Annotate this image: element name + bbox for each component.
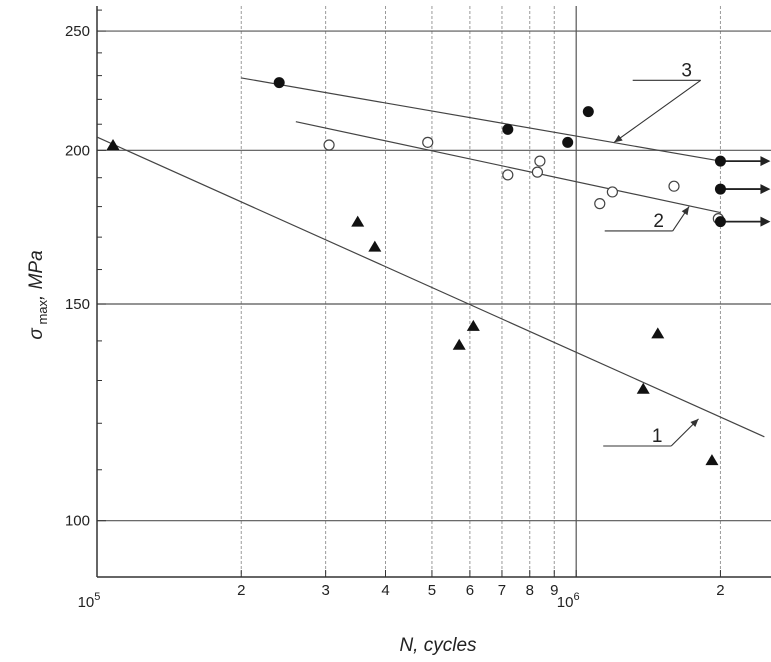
data-point-open-circle	[531, 166, 544, 178]
y-tick-label: 100	[65, 513, 90, 530]
data-point-filled-circle	[714, 216, 726, 228]
label-arrowhead	[681, 206, 690, 216]
label-leader-line	[613, 79, 702, 143]
data-point-open-circle	[422, 136, 434, 148]
data-point-triangle	[368, 240, 382, 252]
fit-line-2	[295, 121, 721, 214]
data-point-open-circle	[594, 198, 606, 210]
x-tick-label: 9	[550, 582, 558, 599]
data-point-filled-circle	[714, 155, 726, 167]
y-tick-label: 250	[65, 23, 90, 40]
data-point-triangle	[351, 215, 365, 227]
data-point-filled-circle	[562, 136, 574, 148]
data-point-filled-circle	[714, 183, 726, 195]
runout-arrowhead	[760, 184, 771, 195]
x-axis-label: N, cycles	[399, 635, 477, 656]
label-arrowhead	[614, 134, 623, 143]
axis-labels-layer: N, cycles σ max, MPa	[26, 250, 477, 656]
series-label-1: 1	[652, 426, 663, 447]
axes-layer	[96, 6, 771, 578]
data-point-open-circle	[502, 169, 514, 181]
data-point-triangle	[636, 382, 650, 394]
x-tick-label: 7	[498, 582, 506, 599]
x-tick-label: 4	[381, 582, 389, 599]
fit-lines-layer	[96, 77, 765, 438]
x-tick-label: 5	[428, 582, 436, 599]
x-tick-label: 6	[466, 582, 474, 599]
data-point-triangle	[466, 319, 480, 331]
y-axis-label: σ max, MPa	[26, 250, 50, 339]
data-point-triangle	[452, 338, 466, 350]
series-label-3: 3	[681, 60, 692, 81]
y-tick-label: 150	[65, 296, 90, 313]
data-point-open-circle	[606, 186, 618, 198]
series-label-2: 2	[653, 211, 664, 232]
runout-arrowhead	[760, 156, 771, 167]
y-tick-label: 200	[65, 142, 90, 159]
x-tick-label-decade: 106	[557, 591, 580, 611]
data-point-filled-circle	[502, 123, 514, 135]
data-point-open-circle	[668, 180, 680, 192]
runout-arrowhead	[760, 216, 771, 227]
data-point-open-circle	[323, 139, 335, 151]
x-tick-label: 2	[237, 582, 245, 599]
label-arrowhead	[690, 418, 699, 427]
tick-labels-layer: 100 150 200 250 2 3 4 5 6 7 8 9 2 105 106	[65, 23, 725, 611]
x-tick-label: 2	[716, 582, 724, 599]
x-tick-label: 3	[321, 582, 329, 599]
data-points-layer	[106, 77, 771, 466]
annotations-layer: 1 2 3	[603, 60, 702, 447]
data-point-filled-circle	[582, 106, 594, 118]
data-point-open-circle	[534, 155, 546, 167]
grid-layer	[97, 6, 771, 577]
x-tick-label-decade: 105	[78, 591, 101, 611]
fit-line-3	[241, 77, 721, 162]
data-point-triangle	[106, 138, 120, 150]
fit-line-1	[96, 136, 765, 438]
x-tick-label: 8	[526, 582, 534, 599]
data-point-triangle	[705, 454, 719, 466]
data-point-triangle	[651, 327, 665, 339]
data-point-filled-circle	[273, 77, 285, 89]
